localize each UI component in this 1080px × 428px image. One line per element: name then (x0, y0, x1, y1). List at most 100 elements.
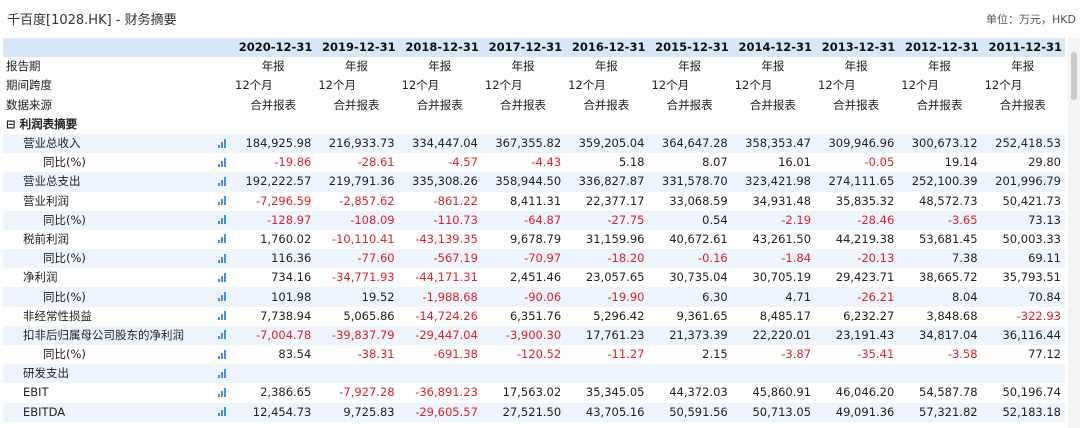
value-cell: 27,521.50 (481, 402, 566, 422)
value-cell: 8,411.31 (509, 193, 562, 208)
meta-cell: 12个月 (484, 78, 523, 93)
year-header[interactable]: 2011-12-31 (981, 38, 1065, 58)
meta-cell: 合并报表 (749, 97, 796, 112)
row-label: EBIT (23, 385, 49, 400)
bar-chart-icon[interactable] (213, 249, 233, 269)
value-cell: 9,725.83 (315, 402, 399, 422)
table-row: 同比(%) 83.54 -38.31 -691.38 -120.52 -11.27 2.15… (3, 345, 1065, 364)
bar-chart-icon[interactable] (213, 345, 232, 364)
year-header[interactable]: 2014-12-31 (731, 38, 816, 58)
value-cell: 0.54 (648, 210, 732, 230)
value-cell: -2,857.62 (339, 193, 395, 208)
value-cell (815, 364, 899, 384)
table-row: 同比(%) 101.98 19.52 -1,988.68 -90.06 -19.90 6.3… (3, 287, 1065, 307)
meta-cell: 合并报表 (916, 97, 963, 112)
meta-row: 报告期 年报 年报 年报 年报 年报 年报 年报 年报 年报 年报 (3, 57, 1065, 76)
value-cell: -90.06 (481, 287, 566, 307)
bar-chart-icon[interactable] (213, 230, 232, 249)
value-cell: -19.86 (274, 155, 312, 170)
value-cell: 5.18 (618, 155, 645, 170)
bar-chart-icon[interactable] (213, 307, 232, 326)
value-cell: 48,572.73 (919, 193, 978, 208)
value-cell: 5,296.42 (593, 308, 645, 323)
bar-chart-icon[interactable] (213, 172, 233, 192)
value-cell: 323,421.98 (731, 172, 816, 192)
bar-chart-glyph (217, 311, 228, 321)
bar-chart-icon[interactable] (213, 325, 233, 345)
table-row: 同比(%) -128.97 -108.09 -110.73 -64.87 -27.75 0.… (3, 210, 1065, 230)
meta-cell: 12个月 (651, 78, 690, 93)
bar-chart-glyph (217, 368, 228, 378)
value-cell: -28.46 (815, 210, 899, 230)
value-cell: 359,205.04 (565, 133, 649, 154)
year-header[interactable]: 2019-12-31 (315, 38, 399, 58)
table-row: 非经常性损益 7,738.94 5,065.86 -14,724.26 6,351.76… (3, 307, 1065, 326)
meta-cell: 年报 (678, 59, 702, 74)
value-cell: -4.57 (448, 155, 478, 170)
bar-chart-icon[interactable] (213, 210, 233, 230)
value-cell: 35,345.05 (585, 385, 645, 400)
value-cell: 44,372.03 (669, 385, 728, 400)
value-cell: 50,421.73 (1002, 193, 1061, 208)
section-toggle[interactable]: ⊟ 利润表摘要 (6, 116, 78, 131)
value-cell: 50,196.74 (1002, 385, 1061, 400)
value-cell: 2.15 (702, 347, 728, 362)
bar-chart-glyph (217, 387, 228, 397)
value-cell: 70.84 (981, 287, 1065, 307)
meta-cell: 12个月 (901, 78, 939, 93)
value-cell: -4.43 (531, 155, 562, 170)
value-cell: -3.65 (898, 210, 982, 230)
value-cell: -44,171.31 (415, 270, 478, 285)
bar-chart-icon[interactable] (213, 133, 233, 154)
bar-chart-glyph (217, 253, 228, 263)
empty-cell (213, 96, 232, 115)
bar-chart-icon[interactable] (213, 402, 233, 422)
section-row[interactable]: ⊟ 利润表摘要 (3, 115, 1065, 134)
year-header[interactable]: 2015-12-31 (648, 38, 732, 58)
bar-chart-icon[interactable] (213, 268, 232, 287)
value-cell: 274,111.65 (815, 172, 899, 192)
year-header[interactable]: 2020-12-31 (232, 38, 316, 58)
row-label: 扣非后归属母公司股东的净利润 (3, 325, 214, 345)
value-cell: -7,927.28 (339, 385, 395, 400)
value-cell: 101.98 (232, 287, 316, 307)
year-header[interactable]: 2016-12-31 (565, 38, 649, 58)
value-cell (731, 364, 816, 384)
value-cell: 21,373.39 (648, 325, 732, 345)
value-cell: 52,183.18 (981, 402, 1065, 422)
bar-chart-icon[interactable] (213, 153, 232, 172)
row-label: 营业利润 (23, 193, 69, 208)
row-label: 同比(%) (3, 249, 214, 269)
value-cell: 358,944.50 (481, 172, 566, 192)
value-cell: -28.61 (357, 155, 395, 170)
bar-chart-icon[interactable] (213, 383, 232, 402)
value-cell: 336,827.87 (565, 172, 649, 192)
year-header[interactable]: 2012-12-31 (898, 38, 982, 58)
year-header[interactable]: 2018-12-31 (398, 38, 482, 58)
value-cell: 49,091.36 (815, 402, 899, 422)
table-row: 同比(%) -19.86 -28.61 -4.57 -4.43 5.18 8.07 16.01… (3, 153, 1065, 172)
year-header[interactable]: 2017-12-31 (481, 38, 566, 58)
table-row: 净利润 734.16 -34,771.93 -44,171.31 2,451.46 23,… (3, 268, 1065, 287)
value-cell: 31,159.96 (585, 231, 645, 246)
bar-chart-icon[interactable] (213, 287, 233, 307)
meta-cell: 合并报表 (999, 97, 1046, 112)
vertical-scrollbar[interactable] (1068, 38, 1080, 428)
value-cell: -861.22 (433, 193, 478, 208)
value-cell: -39,837.79 (315, 325, 399, 345)
value-cell: 252,100.39 (898, 172, 982, 192)
value-cell: -1.84 (731, 249, 816, 269)
row-label: 营业总收入 (3, 133, 214, 154)
row-label: 同比(%) (43, 155, 86, 170)
scrollbar-thumb[interactable] (1071, 52, 1077, 100)
value-cell: -7,296.59 (255, 193, 312, 208)
value-cell: 116.36 (232, 249, 316, 269)
meta-cell: 合并报表 (416, 97, 463, 112)
value-cell: -11.27 (607, 347, 645, 362)
value-cell: 192,222.57 (232, 172, 316, 192)
bar-chart-icon[interactable] (213, 364, 233, 384)
meta-cell: 12个月 (568, 78, 606, 93)
value-cell (398, 364, 482, 384)
year-header[interactable]: 2013-12-31 (815, 38, 899, 58)
bar-chart-icon[interactable] (213, 192, 232, 211)
